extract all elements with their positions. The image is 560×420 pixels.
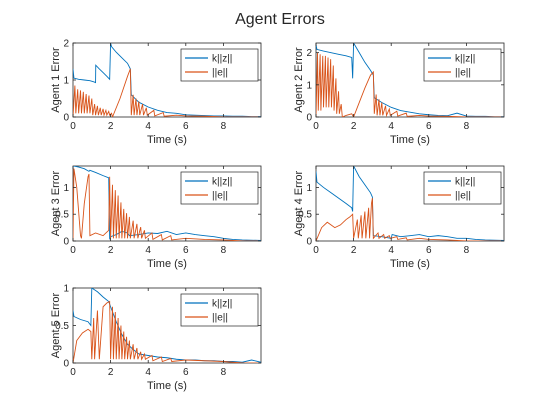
legend-entry: k||z|| [212, 299, 232, 310]
x-tick-label: 2 [108, 245, 114, 256]
figure-title: Agent Errors [235, 11, 325, 28]
subplot-1: 0 2 4 6 8 0 1 2 Time (s) Agent 1 Error k||z|| ||e|| [50, 39, 262, 146]
y-tick-label: 1 [63, 183, 69, 194]
x-tick-label: 8 [221, 121, 227, 132]
y-tick-label: 0 [306, 113, 312, 124]
x-tick-label: 0 [70, 121, 76, 132]
series-line-e [316, 52, 504, 117]
series-line-kz [73, 166, 261, 241]
x-tick-label: 0 [313, 121, 319, 132]
legend: k||z|| ||e|| [180, 293, 259, 327]
x-tick-label: 8 [464, 121, 470, 132]
legend-entry: k||z|| [212, 177, 232, 188]
x-axis-label: Time (s) [147, 134, 187, 146]
y-tick-label: 0 [306, 237, 312, 248]
x-axis-label: Time (s) [147, 380, 187, 392]
y-tick-label: 1 [306, 80, 312, 91]
y-tick-label: 0.5 [298, 210, 312, 221]
y-axis-label: Agent 1 Error [50, 47, 62, 113]
series-line-kz [73, 43, 261, 117]
legend-box [423, 171, 502, 205]
y-tick-label: 0.5 [55, 210, 69, 221]
legend-entry: k||z|| [455, 54, 475, 65]
series-line-e [73, 300, 261, 363]
subplot-4: 0 2 4 6 8 0 0.5 1 Time (s) Agent 4 Error k||z|| ||e… [293, 165, 505, 270]
legend: k||z|| ||e|| [180, 48, 259, 82]
y-tick-label: 1 [63, 76, 69, 87]
y-tick-label: 1 [63, 284, 69, 295]
x-tick-label: 2 [108, 367, 114, 378]
legend-entry: ||e|| [212, 313, 228, 324]
x-tick-label: 2 [351, 245, 357, 256]
subplot-2: 0 2 4 6 8 0 1 2 Time (s) Agent 2 Error k||z|| ||e|| [293, 42, 505, 146]
legend-box [423, 48, 502, 82]
x-tick-label: 8 [221, 245, 227, 256]
legend-entry: ||e|| [212, 191, 228, 202]
x-tick-label: 4 [388, 245, 394, 256]
y-axis-label: Agent 4 Error [293, 170, 305, 236]
legend: k||z|| ||e|| [423, 48, 502, 82]
y-tick-label: 2 [63, 39, 69, 50]
series-line-e [73, 68, 261, 117]
legend-box [180, 48, 259, 82]
y-tick-label: 1 [306, 183, 312, 194]
x-axis-label: Time (s) [390, 134, 430, 146]
x-axis-label: Time (s) [390, 258, 430, 270]
y-tick-label: 2 [306, 48, 312, 59]
legend-box [180, 171, 259, 205]
legend-box [180, 293, 259, 327]
x-tick-label: 4 [145, 367, 151, 378]
x-tick-label: 4 [388, 121, 394, 132]
subplot-3: 0 2 4 6 8 0 0.5 1 Time (s) Agent 3 Error k||z|| ||e… [50, 165, 262, 270]
x-tick-label: 2 [351, 121, 357, 132]
series-line-kz [316, 166, 504, 241]
legend-entry: ||e|| [455, 68, 471, 79]
x-tick-label: 6 [183, 367, 189, 378]
y-axis-label: Agent 5 Error [50, 292, 62, 358]
x-tick-label: 4 [145, 121, 151, 132]
series-line-e [73, 168, 261, 241]
x-tick-label: 4 [145, 245, 151, 256]
x-tick-label: 8 [221, 367, 227, 378]
y-tick-label: 0.5 [55, 321, 69, 332]
y-tick-label: 0 [63, 359, 69, 370]
x-tick-label: 6 [183, 245, 189, 256]
y-tick-label: 0 [63, 237, 69, 248]
x-tick-label: 8 [464, 245, 470, 256]
x-tick-label: 0 [70, 245, 76, 256]
legend: k||z|| ||e|| [180, 171, 259, 205]
x-axis-label: Time (s) [147, 258, 187, 270]
legend-entry: k||z|| [212, 54, 232, 65]
x-tick-label: 6 [426, 245, 432, 256]
y-axis-label: Agent 3 Error [50, 170, 62, 236]
series-line-e [316, 198, 504, 241]
series-line-kz [316, 43, 504, 117]
legend-entry: ||e|| [212, 68, 228, 79]
legend-entry: k||z|| [455, 177, 475, 188]
y-tick-label: 0 [63, 113, 69, 124]
legend-entry: ||e|| [455, 191, 471, 202]
x-tick-label: 0 [313, 245, 319, 256]
y-axis-label: Agent 2 Error [293, 47, 305, 113]
x-tick-label: 6 [426, 121, 432, 132]
legend: k||z|| ||e|| [423, 171, 502, 205]
x-tick-label: 0 [70, 367, 76, 378]
x-tick-label: 2 [108, 121, 114, 132]
x-tick-label: 6 [183, 121, 189, 132]
subplot-5: 0 2 4 6 8 0 0.5 1 Time (s) Agent 5 Error k||z|| ||e… [50, 284, 262, 392]
